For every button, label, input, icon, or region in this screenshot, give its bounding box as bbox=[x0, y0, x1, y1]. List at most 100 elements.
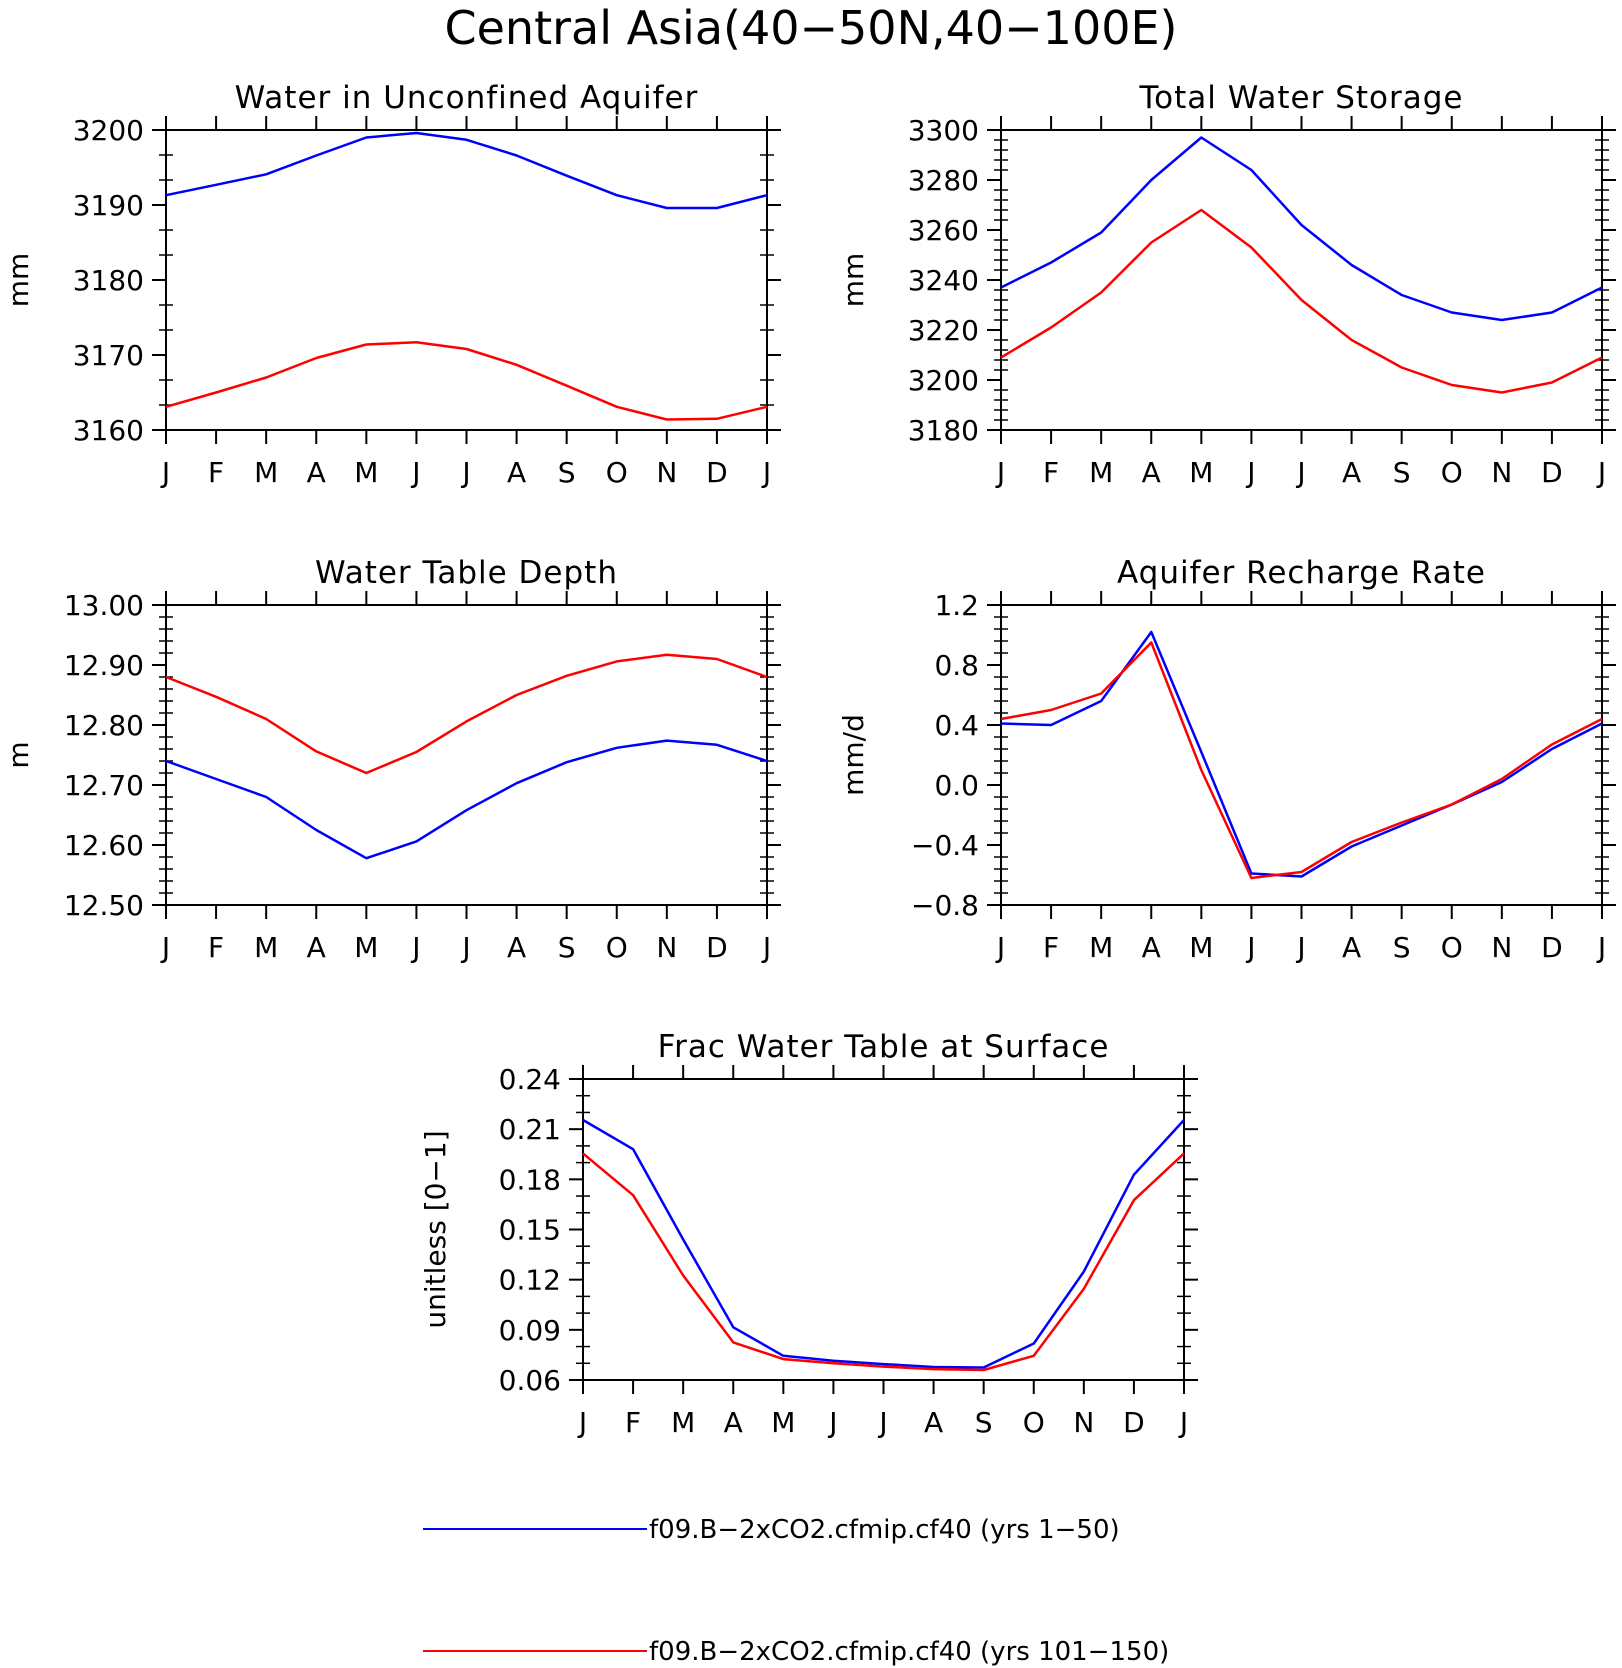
plot-frame bbox=[582, 1078, 1185, 1381]
x-tick-label: J bbox=[1596, 931, 1606, 964]
x-tick-label: N bbox=[1073, 1406, 1094, 1439]
y-tick-label: 0.4 bbox=[934, 709, 979, 742]
x-tick-label: A bbox=[724, 1406, 743, 1439]
x-tick-label: J bbox=[995, 456, 1005, 489]
panel-title: Total Water Storage bbox=[1138, 80, 1463, 116]
panel-title: Aquifer Recharge Rate bbox=[1117, 555, 1486, 591]
x-tick-label: A bbox=[307, 931, 326, 964]
x-tick-label: J bbox=[460, 456, 470, 489]
y-tick-label: −0.8 bbox=[911, 889, 979, 922]
y-tick-label: 3170 bbox=[73, 339, 144, 372]
x-tick-label: J bbox=[877, 1406, 887, 1439]
x-tick-label: N bbox=[656, 931, 677, 964]
series-line-1 bbox=[582, 1118, 1185, 1369]
y-axis-label: m bbox=[2, 741, 35, 768]
x-tick-label: M bbox=[1089, 931, 1113, 964]
y-tick-label: 1.2 bbox=[934, 589, 979, 622]
plot-frame bbox=[165, 129, 768, 431]
x-tick-label: M bbox=[254, 931, 278, 964]
x-tick-label: M bbox=[671, 1406, 695, 1439]
panel-frac-water-table-surface: Frac Water Table at Surface unitless [0−1… bbox=[419, 1029, 1198, 1439]
x-tick-label: A bbox=[1342, 931, 1361, 964]
x-tick-label: J bbox=[827, 1406, 837, 1439]
x-tick-label: F bbox=[208, 456, 224, 489]
x-tick-label: S bbox=[1393, 456, 1411, 489]
y-tick-label: −0.4 bbox=[911, 829, 979, 862]
y-axis-label: mm bbox=[837, 253, 870, 308]
x-tick-label: M bbox=[1189, 456, 1213, 489]
plot-frame bbox=[1000, 604, 1603, 906]
x-tick-label: A bbox=[1142, 931, 1161, 964]
x-tick-label: J bbox=[761, 931, 771, 964]
x-tick-label: M bbox=[254, 456, 278, 489]
series-line-2 bbox=[1000, 641, 1603, 880]
x-tick-label: A bbox=[1342, 456, 1361, 489]
y-tick-label: 12.80 bbox=[64, 709, 144, 742]
y-tick-label: 3180 bbox=[908, 414, 979, 447]
y-tick-label: 0.15 bbox=[499, 1214, 561, 1247]
x-tick-label: J bbox=[1245, 456, 1255, 489]
x-tick-label: F bbox=[1043, 456, 1059, 489]
x-tick-label: O bbox=[606, 456, 628, 489]
y-tick-label: 0.18 bbox=[499, 1163, 561, 1196]
y-tick-label: 0.24 bbox=[499, 1063, 561, 1096]
x-tick-label: D bbox=[1541, 456, 1563, 489]
series-line-1 bbox=[165, 131, 768, 210]
plot-frame bbox=[165, 604, 768, 906]
panel-title: Frac Water Table at Surface bbox=[658, 1029, 1110, 1065]
x-tick-label: J bbox=[160, 931, 170, 964]
y-tick-label: 3200 bbox=[908, 364, 979, 397]
series-line-1 bbox=[1000, 630, 1603, 878]
y-tick-label: 0.06 bbox=[499, 1364, 561, 1397]
x-tick-label: N bbox=[656, 456, 677, 489]
y-tick-label: 0.21 bbox=[499, 1113, 561, 1146]
x-tick-label: J bbox=[160, 456, 170, 489]
panel-title: Water in Unconfined Aquifer bbox=[235, 80, 699, 116]
x-tick-label: D bbox=[706, 456, 728, 489]
x-tick-label: S bbox=[1393, 931, 1411, 964]
y-tick-label: 0.0 bbox=[934, 769, 979, 802]
y-axis-label: mm/d bbox=[837, 714, 870, 796]
x-tick-label: J bbox=[995, 931, 1005, 964]
x-tick-label: O bbox=[1441, 456, 1463, 489]
x-tick-label: J bbox=[1596, 456, 1606, 489]
x-tick-label: A bbox=[1142, 456, 1161, 489]
y-tick-label: 12.60 bbox=[64, 829, 144, 862]
x-tick-label: J bbox=[1178, 1406, 1188, 1439]
y-tick-label: 3260 bbox=[908, 214, 979, 247]
x-tick-label: D bbox=[1123, 1406, 1145, 1439]
x-tick-label: M bbox=[354, 456, 378, 489]
x-tick-label: J bbox=[410, 931, 420, 964]
x-tick-label: F bbox=[1043, 931, 1059, 964]
panel-title: Water Table Depth bbox=[315, 555, 618, 591]
y-tick-label: 12.90 bbox=[64, 649, 144, 682]
y-tick-label: 12.50 bbox=[64, 889, 144, 922]
x-tick-label: J bbox=[761, 456, 771, 489]
series-line-1 bbox=[1000, 136, 1603, 322]
x-tick-label: S bbox=[975, 1406, 993, 1439]
x-tick-label: O bbox=[606, 931, 628, 964]
x-tick-label: N bbox=[1491, 456, 1512, 489]
legend: f09.B−2xCO2.cfmip.cf40 (yrs 1−50) f09.B−… bbox=[423, 1515, 1169, 1667]
y-tick-label: 3200 bbox=[73, 114, 144, 147]
x-tick-label: J bbox=[1295, 931, 1305, 964]
y-tick-label: 13.00 bbox=[64, 589, 144, 622]
x-tick-label: A bbox=[924, 1406, 943, 1439]
y-tick-label: 3190 bbox=[73, 189, 144, 222]
x-tick-label: J bbox=[1245, 931, 1255, 964]
y-axis-label: unitless [0−1] bbox=[419, 1130, 452, 1328]
y-tick-label: 3300 bbox=[908, 114, 979, 147]
x-tick-label: S bbox=[558, 456, 576, 489]
x-tick-label: J bbox=[1295, 456, 1305, 489]
x-tick-label: J bbox=[460, 931, 470, 964]
figure-title: Central Asia(40−50N,40−100E) bbox=[445, 1, 1178, 55]
series-line-2 bbox=[1000, 208, 1603, 394]
y-tick-label: 3160 bbox=[73, 414, 144, 447]
x-tick-label: M bbox=[354, 931, 378, 964]
legend-label-series1: f09.B−2xCO2.cfmip.cf40 (yrs 1−50) bbox=[649, 1515, 1120, 1545]
